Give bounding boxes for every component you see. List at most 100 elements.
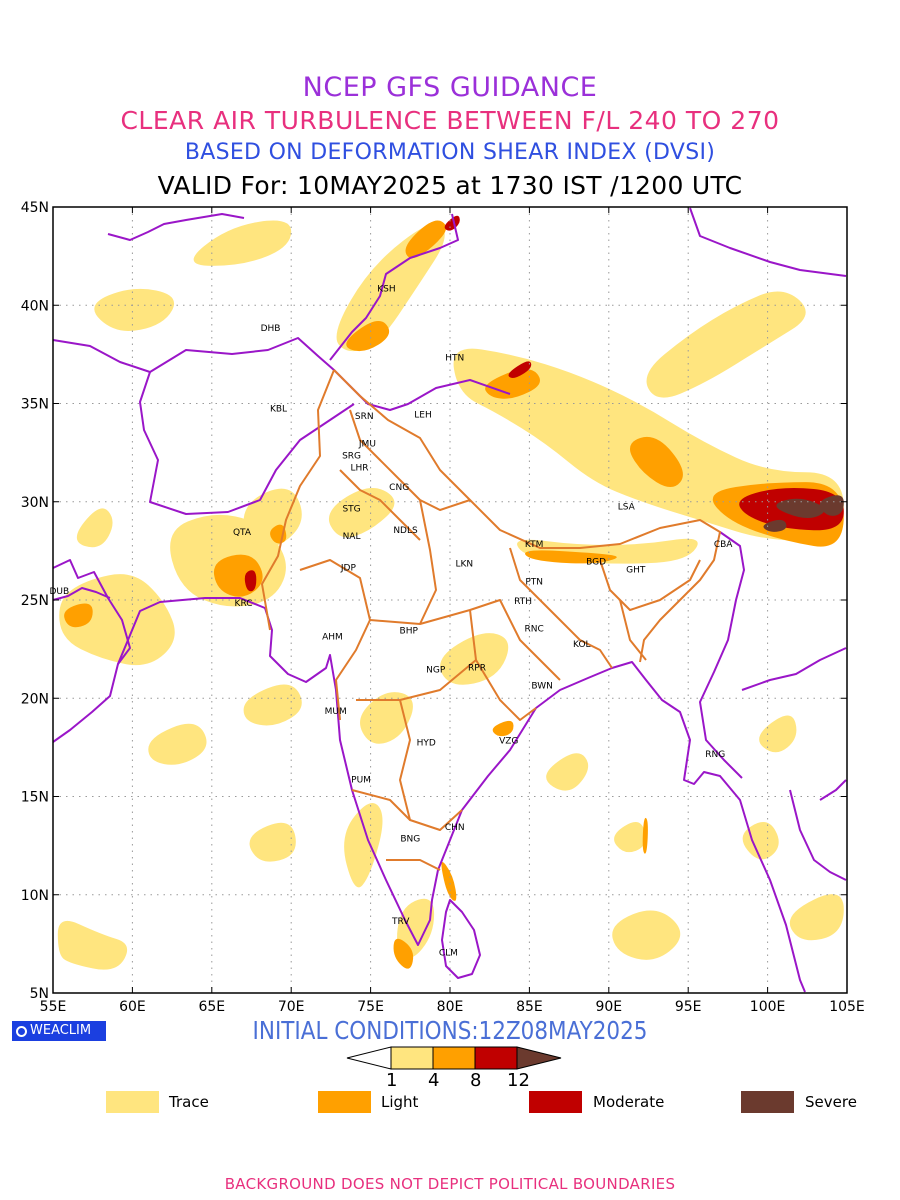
station-label-kol: KOL [573,640,591,650]
turbulence-patch-level-1 [243,684,302,726]
colorbar-tick-1: 1 [386,1070,398,1091]
legend-swatch-light [318,1091,371,1113]
turbulence-patch-level-3 [244,570,257,592]
axis-ticks: 55E 60E 65E 70E 75E 80E 85E 90E 95E 100E 105E 5N 10N… [21,200,865,1015]
turbulence-patch-level-1 [148,723,207,765]
turbulence-patch-level-1 [94,288,175,332]
y-tick-label: 35N [21,397,49,413]
station-label-rth: RTH [514,597,532,607]
india-inner-boundary-8 [386,859,441,871]
turbulence-patch-level-2 [492,720,514,737]
station-label-lkn: LKN [455,560,473,570]
turbulence-patch-level-2 [393,938,414,969]
legend-swatch-moderate [529,1091,582,1113]
turbulence-patch-level-1 [646,291,806,398]
turbulence-patch-level-1 [360,692,413,744]
y-tick-label: 40N [21,298,49,314]
station-label-ngp: NGP [426,666,446,676]
station-label-dhb: DHB [261,324,281,334]
station-label-bwn: BWN [531,681,553,691]
colorbar [346,1046,562,1070]
y-tick-label: 10N [21,888,49,904]
station-label-ght: GHT [626,565,646,575]
turbulence-patch-level-1 [397,898,435,958]
arabian-coast [52,559,131,665]
turbulence-patch-level-4 [776,498,825,519]
turbulence-patch-level-1 [789,894,844,941]
station-label-bhp: BHP [400,626,419,636]
logo-text: WEACLIM [30,1023,92,1038]
x-tick-label: 55E [40,999,67,1015]
legend-label-severe: Severe [805,1093,857,1111]
turbulence-patch-level-2 [485,369,540,399]
state-boundaries [261,369,721,871]
station-label-hyd: HYD [417,738,436,748]
turbulence-patch-level-1 [193,220,292,266]
turbulence-patch-level-1 [344,803,383,888]
station-label-ktm: KTM [525,540,543,550]
station-label-lhr: LHR [350,463,368,473]
station-label-srn: SRN [355,412,374,422]
turbulence-patch-level-2 [629,436,683,487]
turbulence-patch-level-1 [742,822,779,860]
turbulence-patch-level-1 [76,508,113,548]
turbulence-patch-level-2 [642,817,648,854]
station-label-ptn: PTN [525,577,543,587]
myanmar-boundary [699,531,745,779]
legend-label-moderate: Moderate [593,1093,665,1111]
x-tick-label: 80E [437,999,464,1015]
x-tick-label: 90E [595,999,622,1015]
colorbar-bin-2 [432,1046,476,1070]
station-label-nal: NAL [343,532,361,542]
india-inner-boundary-6 [399,699,463,831]
y-tick-label: 15N [21,790,49,806]
indochina-coast-east [819,779,847,801]
colorbar-tick-8: 8 [470,1070,482,1091]
colorbar-high-end [516,1046,562,1070]
turbulence-patch-level-1 [614,822,646,853]
station-label-qta: QTA [233,528,252,538]
turbulence-patch-level-3 [444,215,460,231]
station-label-ndls: NDLS [393,526,418,536]
weaclim-logo: WEACLIM [12,1021,106,1041]
station-label-rpr: RPR [468,664,486,674]
y-tick-label: 25N [21,593,49,609]
valid-time: VALID For: 10MAY2025 at 1730 IST /1200 U… [157,171,743,200]
colorbar-tick-4: 4 [428,1070,440,1091]
turbulence-patch-level-4 [819,495,844,516]
legend-label-light: Light [381,1093,419,1111]
station-label-lsa: LSA [618,503,636,513]
y-tick-label: 20N [21,691,49,707]
turbulence-patch-level-2 [441,862,457,901]
station-label-stg: STG [342,505,360,515]
station-label-ahm: AHM [322,632,343,642]
thai-boundary [741,647,847,691]
srilanka-coast [441,899,481,979]
station-label-ksh: KSH [377,284,395,294]
colorbar-bin-3 [474,1046,518,1070]
station-label-htn: HTN [445,353,464,363]
india-inner-boundary-4 [469,609,537,721]
turbulence-patch-level-1 [759,715,797,753]
station-label-krc: KRC [235,599,253,609]
turbulence-patch-level-1 [57,920,128,970]
station-label-rnc: RNC [525,624,544,634]
turbulence-patch-level-3 [508,361,532,378]
india-inner-boundary-3 [419,499,437,625]
persian-gulf-coast [52,587,111,601]
afghan-boundary [139,371,355,515]
x-tick-label: 95E [675,999,702,1015]
station-label-kbl: KBL [270,404,287,414]
east-coastline [437,661,806,993]
india-inner-boundary-9 [509,547,613,669]
china-east-boundary [689,207,847,277]
legend-swatch-severe [741,1091,794,1113]
tarim-boundary [329,213,459,361]
station-label-dub: DUB [50,587,70,597]
station-label-srg: SRG [342,452,361,462]
legend-label-trace: Trace [169,1093,209,1111]
turbulence-patch-level-1 [328,487,395,538]
india-inner-boundary-12 [349,409,471,511]
turbulence-patches [57,215,844,970]
